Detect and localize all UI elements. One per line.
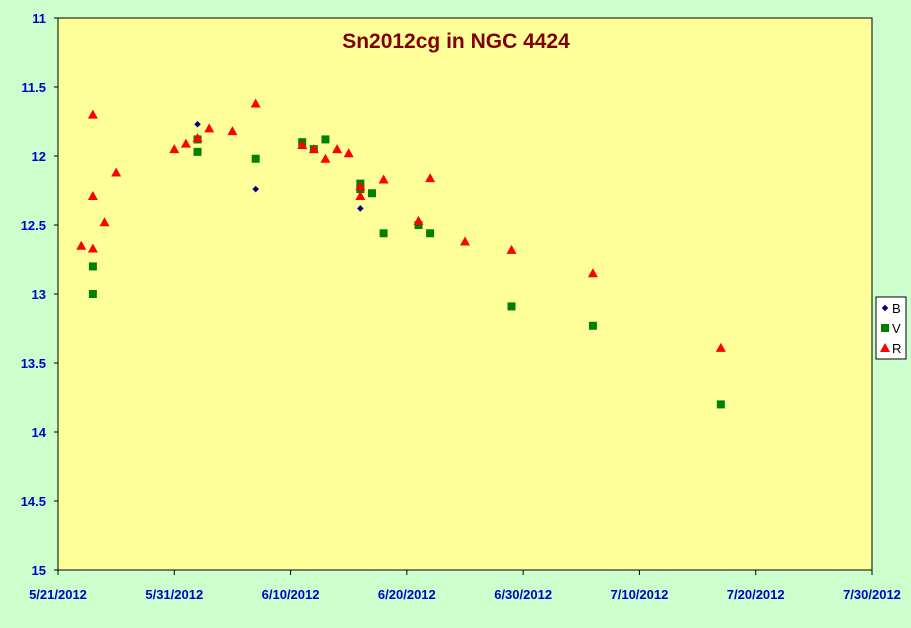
point-v — [88, 262, 97, 271]
point-r — [587, 268, 598, 278]
point-r — [76, 240, 87, 250]
point-r — [355, 181, 366, 191]
point-v — [379, 229, 388, 238]
data-marks — [76, 98, 726, 409]
point-v — [367, 189, 376, 198]
legend-marker-b — [881, 304, 889, 312]
point-r — [425, 173, 436, 183]
point-r — [506, 244, 517, 254]
x-tick-label: 7/10/2012 — [611, 587, 669, 602]
point-r — [180, 138, 191, 148]
point-r — [192, 133, 203, 143]
y-axis: 11 11.5 12 12.5 13 13.5 14 14.5 15 — [21, 11, 58, 578]
legend-box — [875, 296, 907, 360]
legend-label-r: R — [892, 341, 901, 356]
y-tick-label: 13.5 — [21, 356, 46, 371]
point-v — [193, 147, 202, 156]
point-r — [99, 217, 110, 227]
point-r — [87, 243, 98, 253]
y-tick-label: 12.5 — [21, 218, 46, 233]
y-tick-label: 11 — [32, 11, 46, 26]
point-r — [715, 342, 726, 352]
point-r — [87, 109, 98, 119]
point-v — [588, 321, 597, 330]
x-tick-label: 6/20/2012 — [378, 587, 436, 602]
point-r — [297, 139, 308, 149]
legend-marker-v — [881, 324, 889, 332]
point-r — [413, 215, 424, 225]
point-v — [426, 229, 435, 238]
x-tick-label: 5/21/2012 — [29, 587, 87, 602]
point-r — [343, 148, 354, 158]
y-tick-label: 13 — [32, 287, 46, 302]
legend-label-v: V — [892, 321, 901, 336]
y-tick-label: 14 — [32, 425, 47, 440]
point-r — [169, 144, 180, 154]
point-b — [252, 185, 259, 193]
point-r — [87, 191, 98, 201]
point-v — [414, 221, 423, 229]
point-r — [111, 167, 122, 177]
legend-marker-r — [880, 343, 890, 352]
x-tick-label: 5/31/2012 — [145, 587, 203, 602]
point-r — [355, 191, 366, 201]
point-r — [320, 153, 331, 163]
y-tick-label: 11.5 — [21, 80, 46, 95]
x-tick-label: 6/30/2012 — [494, 587, 552, 602]
point-r — [204, 123, 215, 133]
x-tick-label: 7/20/2012 — [727, 587, 785, 602]
point-b — [194, 120, 201, 128]
point-r — [227, 126, 238, 136]
point-r — [308, 144, 319, 154]
y-tick-label: 12 — [32, 149, 46, 164]
point-v — [716, 400, 725, 409]
chart-title: Sn2012cg in NGC 4424 — [342, 30, 570, 53]
x-axis: 5/21/2012 5/31/2012 6/10/2012 6/20/2012 6/30… — [29, 570, 901, 602]
series-B — [194, 120, 364, 212]
point-r — [332, 144, 343, 154]
point-v — [321, 135, 330, 144]
x-tick-label: 6/10/2012 — [262, 587, 320, 602]
y-tick-label: 15 — [32, 563, 46, 578]
plot-area — [57, 17, 873, 571]
point-r — [378, 174, 389, 184]
legend-label-b: B — [892, 301, 901, 316]
series-R — [76, 98, 726, 352]
point-r — [460, 236, 470, 246]
legend: BVR — [875, 296, 907, 360]
y-tick-label: 14.5 — [21, 494, 46, 509]
point-v — [88, 290, 97, 298]
point-v — [507, 302, 516, 311]
point-v — [251, 154, 260, 163]
point-b — [357, 205, 364, 212]
x-tick-label: 7/30/2012 — [843, 587, 901, 602]
point-r — [250, 98, 261, 108]
